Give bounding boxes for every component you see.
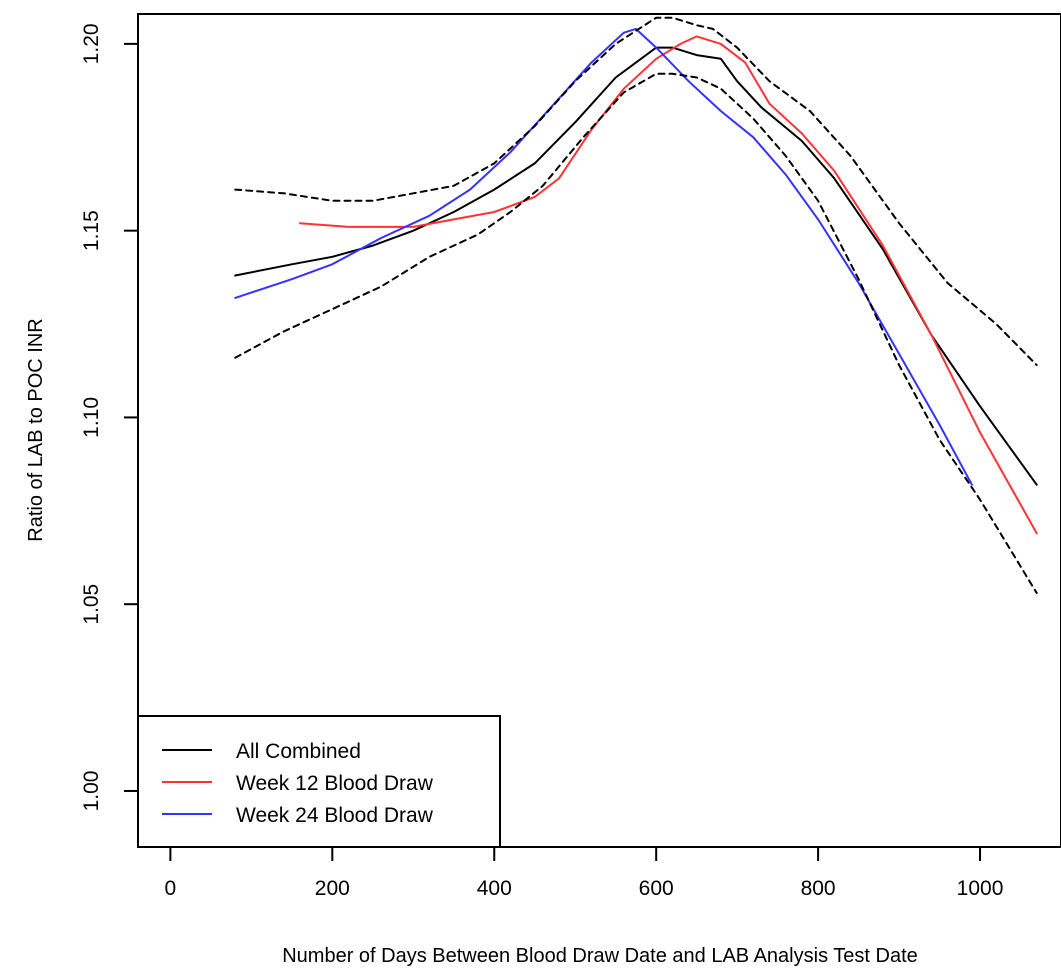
series-line-lower-bound xyxy=(234,72,1038,594)
x-tick-label-400: 400 xyxy=(477,877,512,900)
y-tick-label-1-10: 1.10 xyxy=(80,397,103,438)
series-line-week-12-blood-draw xyxy=(298,35,1038,535)
x-axis-title: Number of Days Between Blood Draw Date a… xyxy=(282,945,918,967)
y-tick-label-1-20: 1.20 xyxy=(80,23,103,64)
legend-label-week-24: Week 24 Blood Draw xyxy=(236,804,434,827)
x-tick-label-800: 800 xyxy=(801,877,836,900)
x-tick-label-1000: 1000 xyxy=(957,877,1004,900)
legend-label-all-combined: All Combined xyxy=(236,740,361,763)
series-line-all-combined xyxy=(234,46,1038,486)
series-layer xyxy=(234,16,1038,594)
x-tick-label-200: 200 xyxy=(315,877,350,900)
legend-label-week-12: Week 12 Blood Draw xyxy=(236,772,434,795)
y-tick-label-1-00: 1.00 xyxy=(80,771,103,812)
y-axis-title: Ratio of LAB to POC INR xyxy=(25,318,47,541)
y-tick-label-1-05: 1.05 xyxy=(80,584,103,625)
x-tick-label-600: 600 xyxy=(639,877,674,900)
y-tick-label-1-15: 1.15 xyxy=(80,210,103,251)
series-line-upper-bound xyxy=(234,16,1038,367)
x-tick-label-0: 0 xyxy=(165,877,177,900)
legend: All Combined Week 12 Blood Draw Week 24 … xyxy=(137,715,501,848)
y-axis: 1.00 1.05 1.10 1.15 1.20 xyxy=(80,23,139,812)
series-line-week-24-blood-draw xyxy=(234,27,973,486)
